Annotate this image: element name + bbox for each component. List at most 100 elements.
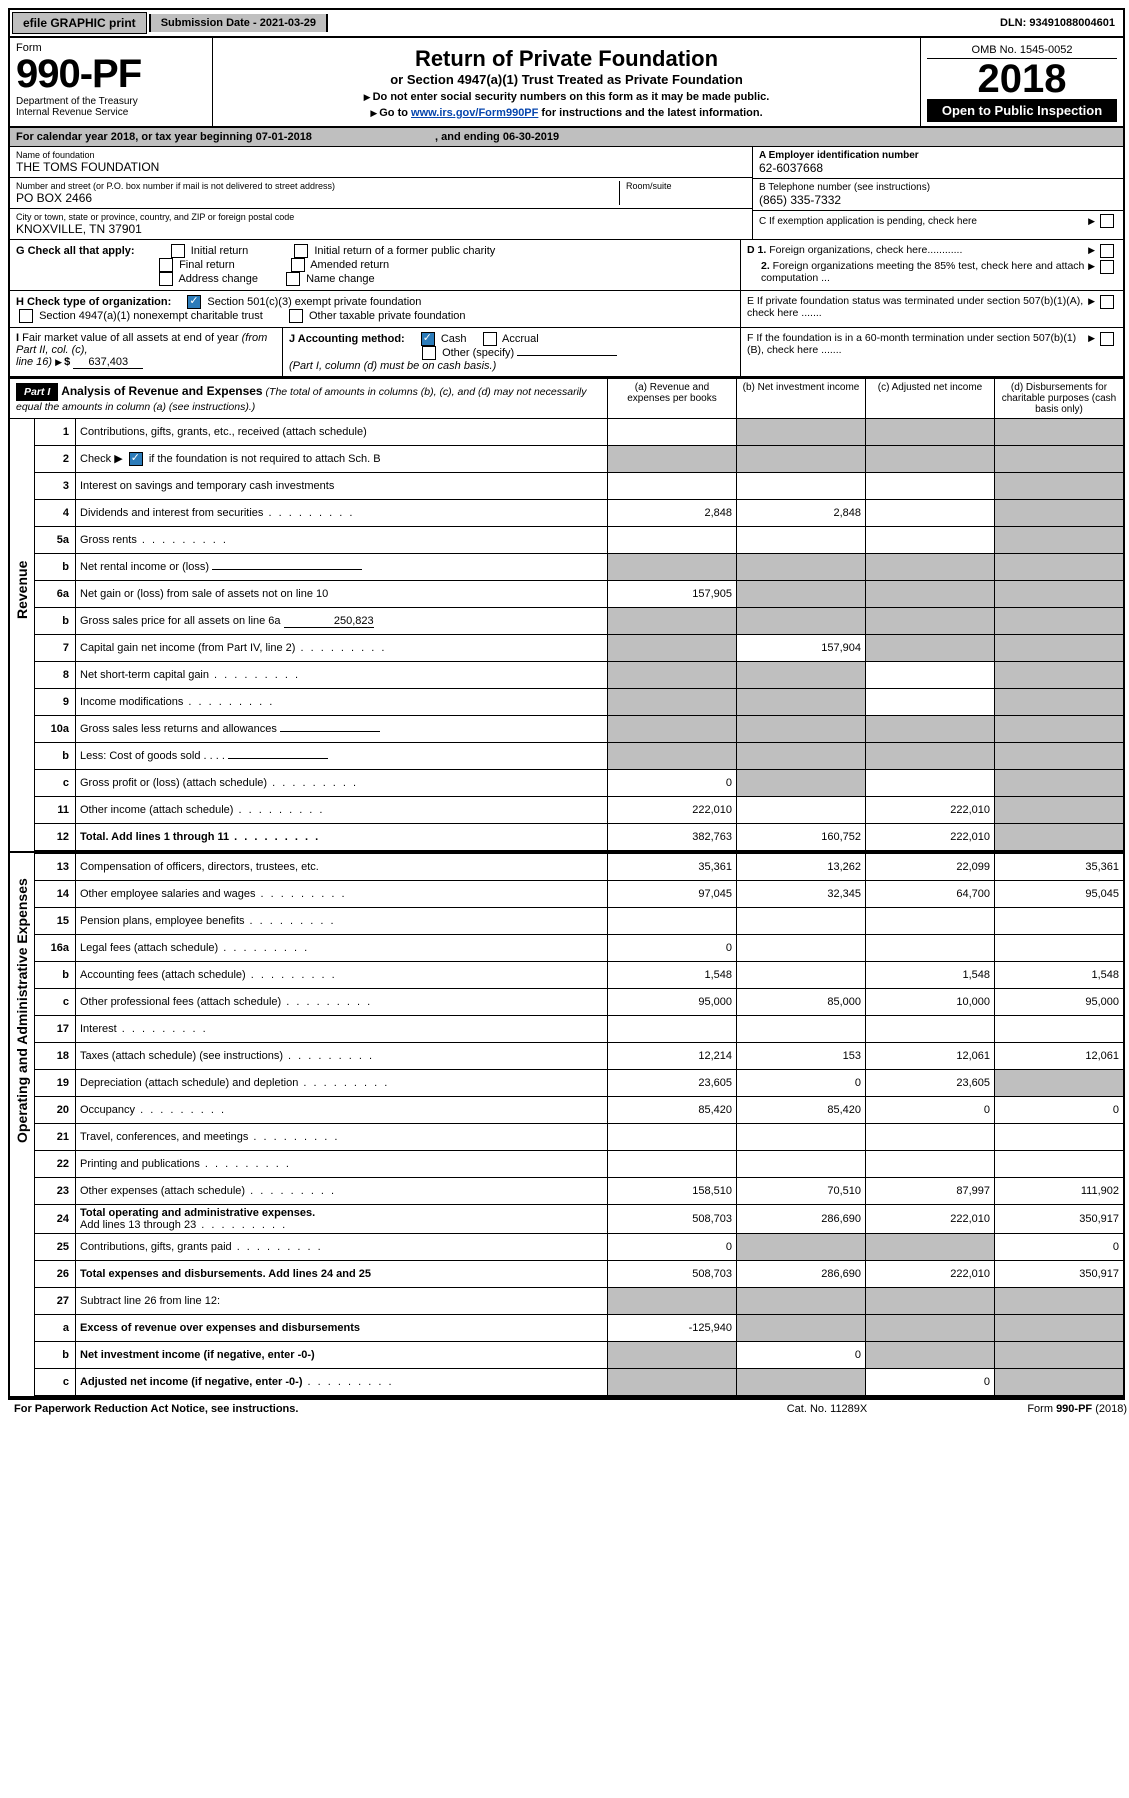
line-10b: bLess: Cost of goods sold . . . .	[35, 743, 1123, 770]
revenue-sidelabel: Revenue	[10, 419, 35, 851]
line-19: 19Depreciation (attach schedule) and dep…	[35, 1070, 1123, 1097]
part1-header: Part I Analysis of Revenue and Expenses …	[10, 377, 1123, 419]
line-9: 9Income modifications	[35, 689, 1123, 716]
j-note: (Part I, column (d) must be on cash basi…	[289, 360, 496, 372]
line-21: 21Travel, conferences, and meetings	[35, 1124, 1123, 1151]
j-cash-checkbox[interactable]	[421, 332, 435, 346]
col-d-header: (d) Disbursements for charitable purpose…	[994, 379, 1123, 418]
form-number: 990-PF	[16, 54, 206, 94]
g-initial-checkbox[interactable]	[171, 244, 185, 258]
10b-input[interactable]	[228, 758, 328, 759]
g-address-checkbox[interactable]	[159, 272, 173, 286]
arrow-icon	[1088, 244, 1097, 258]
irs-link[interactable]: www.irs.gov/Form990PF	[411, 107, 538, 119]
line-5b: bNet rental income or (loss)	[35, 554, 1123, 581]
line-6b: bGross sales price for all assets on lin…	[35, 608, 1123, 635]
expenses-sidelabel: Operating and Administrative Expenses	[10, 853, 35, 1396]
col-c-header: (c) Adjusted net income	[865, 379, 994, 418]
e-text: E If private foundation status was termi…	[747, 295, 1088, 319]
address: PO BOX 2466	[16, 191, 619, 205]
exemption-checkbox[interactable]	[1100, 214, 1114, 228]
city: KNOXVILLE, TN 37901	[16, 222, 746, 236]
line-4: 4Dividends and interest from securities2…	[35, 500, 1123, 527]
line-27a: aExcess of revenue over expenses and dis…	[35, 1315, 1123, 1342]
submission-date-label: Submission Date -	[161, 17, 260, 29]
g-block: G Check all that apply: Initial return I…	[10, 240, 740, 290]
revenue-label: Revenue	[14, 595, 30, 619]
note2-pre: Go to	[379, 107, 411, 119]
h-4947: Section 4947(a)(1) nonexempt charitable …	[39, 310, 263, 322]
section-g-d: G Check all that apply: Initial return I…	[10, 240, 1123, 291]
j-accrual: Accrual	[502, 333, 539, 345]
cal-begin: 07-01-2018	[256, 131, 312, 143]
g-initial: Initial return	[191, 245, 248, 257]
e-checkbox[interactable]	[1100, 295, 1114, 309]
cal-pre: For calendar year 2018, or tax year begi…	[16, 131, 256, 143]
cal-end: 06-30-2019	[503, 131, 559, 143]
line-8: 8Net short-term capital gain	[35, 662, 1123, 689]
h-4947-checkbox[interactable]	[19, 309, 33, 323]
schb-checkbox[interactable]	[129, 452, 143, 466]
form-header: Form 990-PF Department of the Treasury I…	[10, 38, 1123, 128]
i-block: I I Fair market value of all assets at e…	[10, 328, 283, 376]
line-27: 27Subtract line 26 from line 12:	[35, 1288, 1123, 1315]
h-other: Other taxable private foundation	[309, 310, 466, 322]
expenses-table: 13Compensation of officers, directors, t…	[35, 853, 1123, 1396]
line-22: 22Printing and publications	[35, 1151, 1123, 1178]
dept-text: Department of the Treasury Internal Reve…	[16, 96, 206, 118]
j-label: J Accounting method:	[289, 333, 405, 345]
j-accrual-checkbox[interactable]	[483, 332, 497, 346]
line-12: 12Total. Add lines 1 through 11382,76316…	[35, 824, 1123, 851]
expenses-label: Operating and Administrative Expenses	[14, 1119, 30, 1143]
col-b-header: (b) Net investment income	[736, 379, 865, 418]
part1-tag: Part I	[16, 383, 58, 401]
g-final-checkbox[interactable]	[159, 258, 173, 272]
d2-checkbox[interactable]	[1100, 260, 1114, 274]
line-14: 14Other employee salaries and wages97,04…	[35, 881, 1123, 908]
page-footer: For Paperwork Reduction Act Notice, see …	[8, 1400, 1129, 1418]
g-initial-former-checkbox[interactable]	[294, 244, 308, 258]
exemption-cell: C If exemption application is pending, c…	[753, 211, 1123, 231]
h-other-checkbox[interactable]	[289, 309, 303, 323]
dln: DLN: 93491088004601	[992, 14, 1123, 32]
name-label: Name of foundation	[16, 150, 746, 160]
foundation-name: THE TOMS FOUNDATION	[16, 160, 746, 174]
phone-label: B Telephone number (see instructions)	[759, 182, 1117, 193]
part1-title: Analysis of Revenue and Expenses	[61, 384, 262, 398]
f-text: F If the foundation is in a 60-month ter…	[747, 332, 1088, 356]
line-2: 2Check ▶ if the foundation is not requir…	[35, 446, 1123, 473]
g-final: Final return	[179, 259, 235, 271]
header-left: Form 990-PF Department of the Treasury I…	[10, 38, 213, 126]
line-24: 24Total operating and administrative exp…	[35, 1205, 1123, 1234]
address-cell: Number and street (or P.O. box number if…	[10, 178, 752, 209]
info-right: A Employer identification number 62-6037…	[752, 147, 1123, 239]
f-checkbox[interactable]	[1100, 332, 1114, 346]
line-5a: 5aGross rents	[35, 527, 1123, 554]
10a-input[interactable]	[280, 731, 380, 732]
expenses-section: Operating and Administrative Expenses 13…	[10, 853, 1123, 1398]
city-label: City or town, state or province, country…	[16, 212, 746, 222]
phone-cell: B Telephone number (see instructions) (8…	[753, 179, 1123, 211]
footer-left: For Paperwork Reduction Act Notice, see …	[14, 1403, 727, 1415]
g-name-checkbox[interactable]	[286, 272, 300, 286]
line-27b: bNet investment income (if negative, ent…	[35, 1342, 1123, 1369]
efile-print-button[interactable]: efile GRAPHIC print	[12, 12, 147, 34]
g-amended-checkbox[interactable]	[291, 258, 305, 272]
rental-input[interactable]	[212, 569, 362, 570]
j-cash: Cash	[441, 333, 467, 345]
h-501c3-checkbox[interactable]	[187, 295, 201, 309]
form-note2: Go to www.irs.gov/Form990PF for instruct…	[219, 107, 914, 119]
open-inspection: Open to Public Inspection	[927, 99, 1117, 122]
d1-checkbox[interactable]	[1100, 244, 1114, 258]
j-other-input[interactable]	[517, 355, 617, 356]
info-block: Name of foundation THE TOMS FOUNDATION N…	[10, 147, 1123, 240]
revenue-table: 1Contributions, gifts, grants, etc., rec…	[35, 419, 1123, 851]
foundation-name-cell: Name of foundation THE TOMS FOUNDATION	[10, 147, 752, 178]
dln-value: 93491088004601	[1029, 17, 1115, 29]
j-other-checkbox[interactable]	[422, 346, 436, 360]
arrow-icon	[1088, 216, 1097, 227]
form-note1: Do not enter social security numbers on …	[219, 91, 914, 103]
line-13: 13Compensation of officers, directors, t…	[35, 854, 1123, 881]
room-label: Room/suite	[626, 181, 746, 191]
info-left: Name of foundation THE TOMS FOUNDATION N…	[10, 147, 752, 239]
